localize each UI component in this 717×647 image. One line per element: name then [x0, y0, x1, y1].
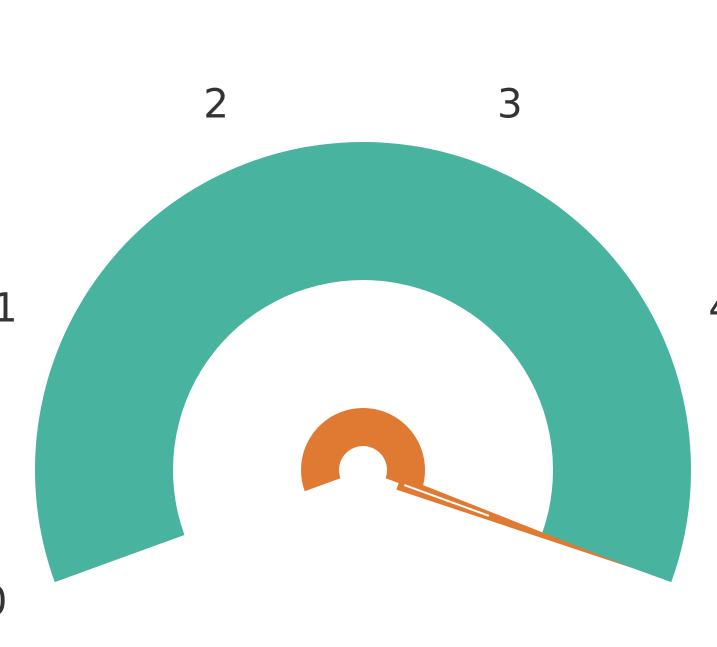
gauge-band [34, 141, 691, 583]
needle-highlight [404, 484, 490, 517]
tick-label-3: 3 [497, 82, 522, 128]
tick-label-1: 1 [0, 286, 18, 332]
needle-pointer [396, 476, 634, 569]
tick-label-4: 4 [708, 286, 717, 332]
gauge-needle [301, 408, 634, 569]
tick-label-0: 0 [0, 579, 7, 625]
needle-hub [301, 408, 425, 492]
tick-label-2: 2 [203, 82, 228, 128]
gauge-tick-labels: 012345 [0, 82, 717, 626]
